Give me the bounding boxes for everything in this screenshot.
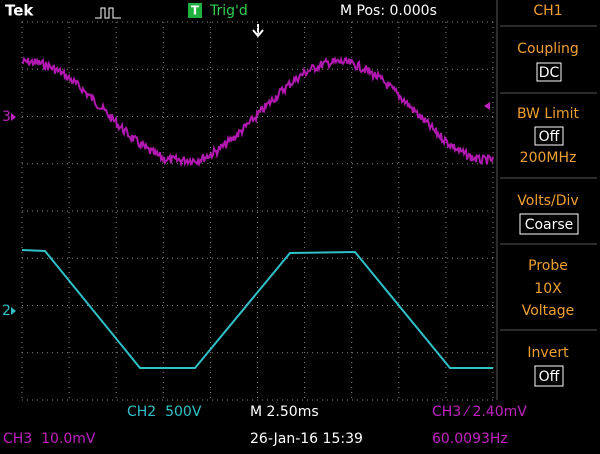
graticule [21,21,494,401]
acquisition-icon [95,7,121,19]
date-time: 26-Jan-16 15:39 [250,431,363,447]
ch3-scale: CH3 10.0mV [3,431,96,447]
menu-label[interactable]: Coupling [517,41,579,57]
value-box [534,126,564,146]
ch2-marker: 2 [2,303,11,319]
horizontal-position: M Pos: 0.000s [340,3,437,19]
menu-value[interactable]: DC [539,65,560,81]
value-box [519,213,579,235]
side-menu: CH1 Coupling DC BW Limit Off 200MHz Volt… [496,0,597,400]
menu-line: 10X [534,281,562,297]
menu-label[interactable]: Invert [527,345,569,361]
value-box [536,62,562,82]
ch3-marker-arrow [11,113,16,121]
menu-extra: 200MHz [520,150,577,166]
timebase: M 2.50ms [250,404,319,420]
trigger-badge-box [188,3,202,18]
ch2-scale: CH2 500V [127,404,202,420]
menu-title: CH1 [533,3,562,19]
trigger-status: Trig'd [209,3,248,19]
waveforms [21,55,494,369]
ch2-marker-arrow [11,307,16,315]
ch3-waveform [21,55,494,168]
menu-value[interactable]: Off [539,369,560,385]
menu-label[interactable]: Probe [528,258,568,274]
menu-value[interactable]: Off [539,129,560,145]
value-box [534,365,564,387]
menu-line: Voltage [522,303,575,319]
brand: Tek [5,2,34,20]
trigger-level-arrow [484,102,490,110]
frequency: 60.0093Hz [432,431,508,447]
trigger-badge: T [191,4,200,18]
menu-label[interactable]: Volts/Div [517,193,578,209]
trigger-setting: CH3 ⁄ 2.40mV [432,404,527,420]
ch3-marker: 3 [2,109,11,125]
menu-label[interactable]: BW Limit [517,106,580,122]
menu-value[interactable]: Coarse [525,217,574,233]
ch2-waveform [21,249,493,369]
